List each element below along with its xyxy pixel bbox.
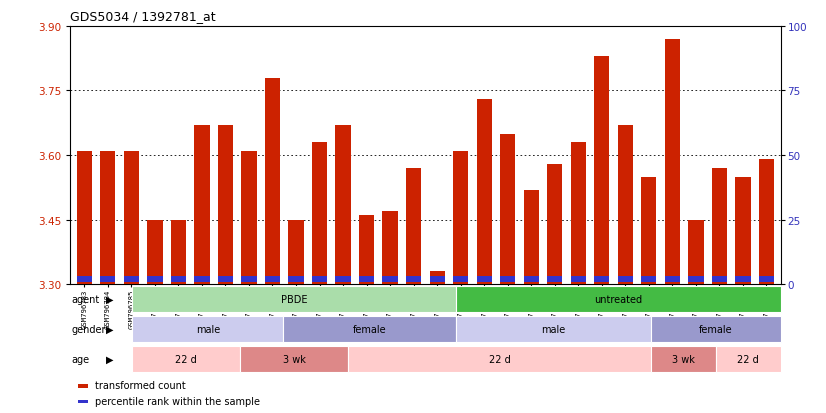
Bar — [312, 276, 327, 282]
Bar — [688, 220, 704, 285]
Text: agent: agent — [72, 294, 100, 304]
Bar — [241, 276, 257, 282]
Bar — [147, 276, 163, 282]
Bar — [288, 276, 304, 282]
Bar — [759, 160, 774, 285]
Bar — [477, 276, 491, 282]
Bar — [618, 276, 633, 282]
Bar — [124, 152, 139, 285]
Bar — [100, 276, 116, 282]
Bar — [735, 177, 751, 285]
Bar — [406, 276, 421, 282]
Bar — [241, 152, 257, 285]
Bar — [641, 276, 657, 282]
Text: male: male — [196, 324, 220, 334]
Bar — [430, 272, 444, 285]
Bar — [382, 276, 398, 282]
Bar — [265, 78, 280, 285]
Text: gender: gender — [72, 324, 107, 334]
Bar — [359, 216, 374, 285]
Bar — [77, 276, 92, 282]
Bar — [453, 276, 468, 282]
Bar — [547, 276, 563, 282]
Text: 3 wk: 3 wk — [672, 354, 695, 364]
Bar — [171, 220, 186, 285]
Text: male: male — [542, 324, 566, 334]
Bar — [641, 177, 657, 285]
Bar — [218, 126, 233, 285]
Bar — [618, 126, 633, 285]
Bar — [335, 126, 351, 285]
Text: female: female — [353, 324, 387, 334]
Bar — [524, 276, 539, 282]
Text: 22 d: 22 d — [175, 354, 197, 364]
Bar — [547, 164, 563, 285]
Bar — [665, 276, 680, 282]
Text: ▶: ▶ — [106, 324, 114, 334]
Text: 22 d: 22 d — [489, 354, 510, 364]
Text: 3 wk: 3 wk — [282, 354, 306, 364]
Bar — [500, 134, 515, 285]
Bar — [665, 40, 680, 285]
Bar — [759, 276, 774, 282]
Bar — [288, 220, 304, 285]
Bar — [359, 276, 374, 282]
Bar — [571, 276, 586, 282]
Bar — [218, 276, 233, 282]
Bar — [147, 220, 163, 285]
Text: PBDE: PBDE — [281, 294, 307, 304]
Bar — [735, 276, 751, 282]
Bar — [171, 276, 186, 282]
Bar — [312, 143, 327, 285]
Bar — [712, 169, 727, 285]
Bar — [500, 276, 515, 282]
Bar — [430, 276, 444, 282]
Bar — [335, 276, 351, 282]
Bar — [406, 169, 421, 285]
Bar — [453, 152, 468, 285]
Text: female: female — [699, 324, 733, 334]
Bar — [477, 100, 491, 285]
Bar — [194, 126, 210, 285]
Bar — [688, 276, 704, 282]
Bar — [77, 152, 92, 285]
Text: GDS5034 / 1392781_at: GDS5034 / 1392781_at — [70, 10, 216, 23]
Text: ▶: ▶ — [106, 294, 114, 304]
Bar — [100, 152, 116, 285]
Text: percentile rank within the sample: percentile rank within the sample — [95, 396, 260, 406]
Bar — [712, 276, 727, 282]
Text: transformed count: transformed count — [95, 380, 186, 390]
Text: untreated: untreated — [595, 294, 643, 304]
Bar — [571, 143, 586, 285]
Bar — [194, 276, 210, 282]
Bar — [524, 190, 539, 285]
Text: 22 d: 22 d — [738, 354, 759, 364]
Text: age: age — [72, 354, 90, 364]
Bar — [124, 276, 139, 282]
Bar — [265, 276, 280, 282]
Text: ▶: ▶ — [106, 354, 114, 364]
Bar — [594, 276, 610, 282]
Bar — [382, 211, 398, 285]
Bar — [594, 57, 610, 285]
